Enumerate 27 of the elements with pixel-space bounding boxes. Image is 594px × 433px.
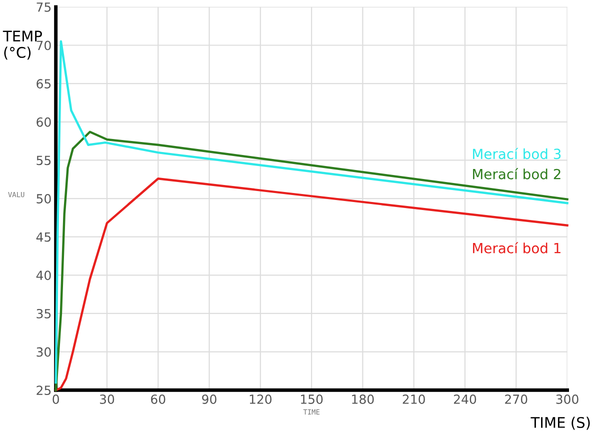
y-tick-label: 30 <box>36 347 51 357</box>
x-tick-label: 90 <box>202 394 216 404</box>
x-tick-label: 210 <box>402 394 425 404</box>
x-tick-label: 240 <box>454 394 476 404</box>
x-tick-label: 120 <box>250 394 272 404</box>
y-tick-label: 60 <box>36 117 51 127</box>
y-tick-label: 50 <box>36 194 51 204</box>
x-tick-label: 270 <box>505 394 528 404</box>
y-tick-label: 25 <box>36 386 51 396</box>
series-label: Merací bod 2 <box>473 168 560 180</box>
series-label: Merací bod 1 <box>473 242 560 254</box>
y-tick-label: 70 <box>36 40 51 50</box>
x-tick-label: 0 <box>52 394 59 404</box>
x-tick-label: 150 <box>300 394 323 404</box>
y-tick-label: 35 <box>36 308 51 318</box>
y-tick-label: 45 <box>36 232 51 242</box>
y-tick-label: 55 <box>36 156 51 166</box>
x-tick-label: 300 <box>556 394 578 404</box>
y-tick-label: 75 <box>36 2 51 12</box>
x-tick-label: 180 <box>352 394 374 404</box>
line-series <box>54 40 568 384</box>
x-tick-label: 60 <box>151 394 166 404</box>
text: Merací bod 3 <box>473 148 561 160</box>
y-tick-label: 65 <box>36 79 51 88</box>
text: TIME (S) <box>530 416 590 430</box>
x-tick-label: 30 <box>100 394 114 404</box>
y-tick-label: 40 <box>36 270 51 280</box>
